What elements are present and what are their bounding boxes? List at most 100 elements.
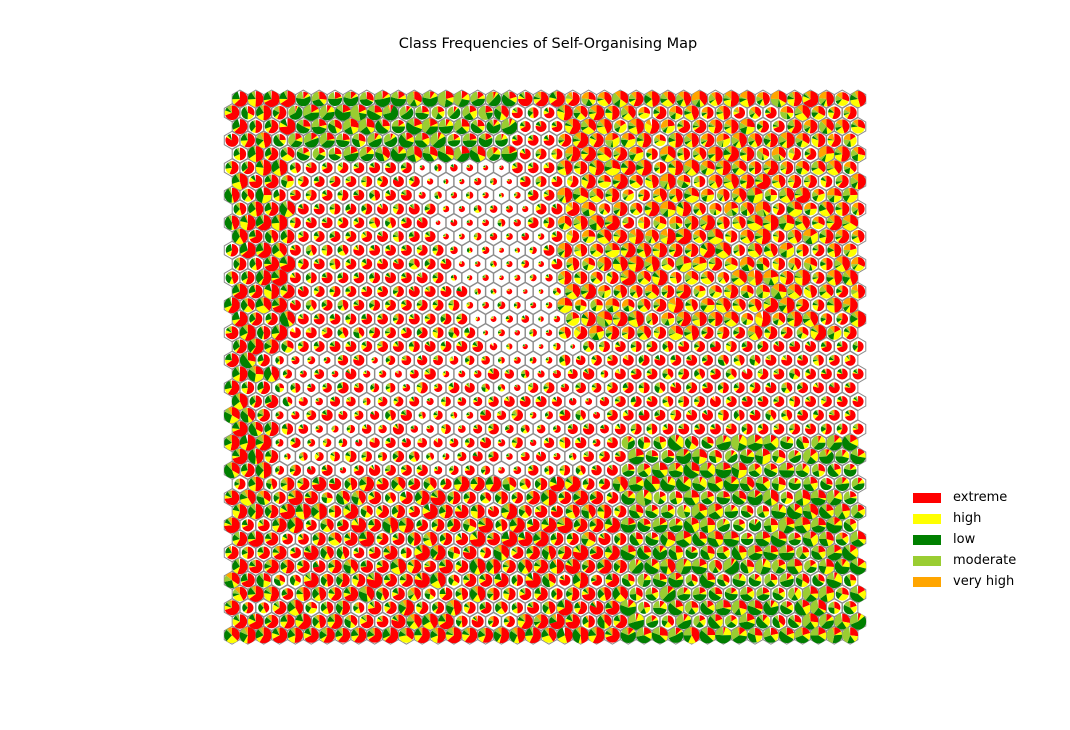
pie-slice-extreme: [707, 160, 715, 170]
pie-slice-low: [280, 118, 288, 127]
pie-slice-high: [281, 154, 294, 161]
pie-slice-very-high: [615, 120, 621, 127]
pie-slice-extreme: [419, 165, 425, 171]
pie-slice-high: [527, 165, 534, 170]
pie-slice-extreme: [527, 162, 539, 174]
pie-slice-high: [461, 126, 470, 133]
pie-slice-moderate: [415, 105, 423, 113]
som-cell: [818, 89, 835, 109]
pie-slice-very-high: [759, 120, 763, 127]
pie-slice-moderate: [276, 134, 280, 141]
som-cell: [223, 158, 241, 178]
pie-slice-extreme: [659, 161, 666, 174]
pie-slice-low: [296, 96, 311, 107]
pie-slice-low: [466, 164, 470, 168]
pie-slice-extreme: [633, 91, 644, 107]
pie-slice-high: [653, 112, 660, 118]
pie-slice-moderate: [766, 108, 771, 113]
pie-slice-extreme: [778, 146, 786, 159]
pie-slice-high: [327, 106, 335, 113]
pie-slice-very-high: [610, 159, 613, 168]
pie-slice-very-high: [767, 106, 771, 113]
pie-slice-extreme: [533, 107, 539, 119]
pie-slice-very-high: [607, 105, 613, 113]
pie-slice-high: [469, 138, 477, 141]
pie-slice-moderate: [725, 147, 732, 154]
pie-slice-high: [677, 154, 685, 161]
som-cell: [572, 130, 589, 150]
pie-slice-very-high: [852, 146, 859, 154]
pie-slice-moderate: [591, 134, 597, 141]
pie-slice-high: [535, 124, 542, 127]
pie-slice-low: [501, 121, 518, 135]
pie-slice-low: [519, 93, 526, 99]
pie-slice-moderate: [773, 120, 779, 127]
pie-slice-extreme: [564, 160, 573, 176]
pie-slice-low: [716, 111, 724, 115]
pie-slice-very-high: [655, 134, 660, 141]
som-cell: [485, 117, 502, 136]
pie-slice-low: [322, 163, 328, 168]
pie-slice-high: [762, 154, 769, 161]
pie-slice-moderate: [227, 161, 232, 168]
pie-slice-extreme: [755, 133, 763, 147]
pie-slice-high: [382, 154, 389, 162]
pie-slice-moderate: [478, 105, 488, 120]
pie-slice-moderate: [819, 154, 827, 161]
som-cell: [818, 117, 835, 136]
pie-slice-moderate: [628, 151, 637, 156]
pie-slice-moderate: [604, 160, 613, 168]
pie-slice-extreme: [699, 90, 708, 106]
pie-slice-low: [685, 167, 692, 174]
pie-slice-very-high: [577, 161, 581, 168]
pie-slice-moderate: [708, 93, 716, 102]
pie-slice-moderate: [359, 92, 367, 100]
pie-slice-low: [763, 138, 771, 146]
pie-slice-low: [232, 119, 240, 130]
pie-slice-low: [620, 162, 629, 168]
pie-slice-high: [597, 154, 611, 162]
pie-slice-extreme: [414, 118, 422, 127]
pie-slice-extreme: [580, 105, 588, 118]
pie-slice-moderate: [530, 162, 534, 168]
pie-slice-extreme: [604, 91, 612, 105]
pie-slice-high: [612, 136, 620, 148]
pie-slice-extreme: [762, 147, 770, 157]
pie-slice-high: [686, 167, 697, 176]
pie-slice-high: [265, 126, 272, 133]
pie-slice-extreme: [244, 133, 255, 148]
pie-slice-low: [739, 126, 748, 135]
pie-slice-very-high: [808, 148, 811, 154]
pie-slice-high: [527, 137, 534, 141]
pie-slice-low: [821, 154, 827, 162]
pie-slice-extreme: [704, 133, 715, 148]
pie-slice-high: [614, 154, 621, 160]
som-cell: [231, 144, 249, 164]
pie-slice-moderate: [818, 97, 827, 105]
pie-slice-low: [827, 138, 835, 141]
pie-slice-very-high: [468, 164, 470, 168]
som-cell: [429, 103, 447, 123]
pie-slice-high: [499, 166, 502, 168]
pie-slice-moderate: [288, 105, 296, 116]
pie-slice-extreme: [366, 118, 375, 128]
pie-slice-very-high: [792, 119, 795, 127]
pie-slice-extreme: [628, 133, 636, 141]
som-cell: [556, 103, 574, 123]
pie-slice-very-high: [836, 119, 843, 127]
pie-slice-extreme: [279, 134, 286, 141]
pie-slice-extreme: [225, 105, 240, 121]
pie-slice-extreme: [543, 134, 555, 146]
pie-slice-moderate: [597, 149, 605, 154]
pie-slice-high: [533, 99, 542, 105]
pie-slice-extreme: [358, 133, 366, 142]
som-cell: [778, 103, 795, 123]
pie-slice-extreme: [279, 118, 296, 135]
pie-slice-low: [458, 99, 470, 107]
pie-slice-low: [572, 138, 581, 142]
pie-slice-very-high: [567, 92, 573, 99]
pie-slice-low: [358, 112, 367, 121]
pie-slice-extreme: [461, 146, 470, 154]
pie-slice-moderate: [447, 134, 454, 142]
pie-slice-very-high: [711, 92, 716, 99]
